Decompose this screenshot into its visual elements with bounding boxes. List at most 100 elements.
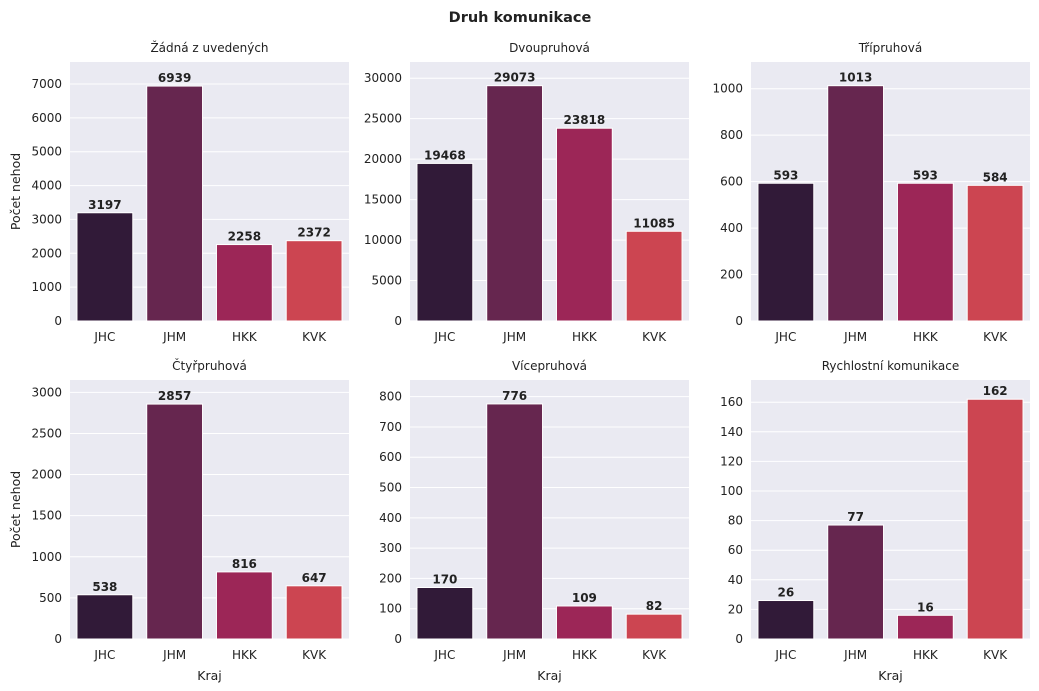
x-tick-label: KVK — [302, 330, 327, 344]
x-tick-label: HKK — [232, 330, 258, 344]
x-tick-label: JHC — [774, 648, 796, 662]
bar-jhm — [827, 85, 885, 322]
y-tick-label: 160 — [720, 395, 743, 409]
x-tick-label: KVK — [983, 648, 1008, 662]
x-axis-label: Kraj — [537, 668, 561, 683]
data-label: 2372 — [297, 226, 330, 240]
x-tick-label: KVK — [642, 648, 667, 662]
x-tick-label: JHM — [843, 648, 867, 662]
data-label: 29073 — [494, 71, 536, 85]
x-tick-label: JHM — [162, 648, 186, 662]
y-tick-label: 0 — [394, 632, 402, 646]
subplot-5: 0 100 200 300 400 500 600 700 800 170 JHC 776 JHM 109… — [379, 359, 689, 683]
bar-jhc — [757, 600, 815, 640]
x-tick-label: HKK — [232, 648, 258, 662]
subplot-title: Vícepruhová — [512, 359, 587, 373]
bar-hkk — [555, 127, 613, 322]
data-label: 584 — [983, 170, 1008, 184]
data-label: 19468 — [424, 148, 466, 162]
y-tick-label: 100 — [720, 484, 743, 498]
y-tick-label: 800 — [379, 390, 402, 404]
data-label: 16 — [917, 600, 934, 614]
y-tick-label: 40 — [728, 573, 743, 587]
bar-jhm — [146, 403, 204, 640]
subplot-title: Čtyřpruhová — [172, 358, 247, 373]
bar-jhc — [416, 587, 474, 640]
y-tick-label: 2500 — [31, 426, 62, 440]
y-tick-label: 25000 — [364, 112, 402, 126]
y-tick-label: 20 — [728, 602, 743, 616]
x-tick-label: JHC — [93, 648, 115, 662]
data-label: 82 — [646, 599, 663, 613]
x-tick-label: KVK — [302, 648, 327, 662]
data-label: 6939 — [158, 71, 191, 85]
data-label: 2857 — [158, 389, 191, 403]
data-label: 593 — [773, 168, 798, 182]
y-tick-label: 30000 — [364, 71, 402, 85]
data-label: 11085 — [633, 216, 675, 230]
x-tick-label: JHM — [162, 330, 186, 344]
data-label: 162 — [983, 384, 1008, 398]
x-axis-label: Kraj — [197, 668, 221, 683]
data-label: 3197 — [88, 198, 121, 212]
y-axis-label: Počet nehod — [8, 471, 23, 548]
bar-jhc — [757, 182, 815, 322]
data-label: 26 — [778, 586, 795, 600]
x-tick-label: KVK — [983, 330, 1008, 344]
y-tick-label: 400 — [379, 511, 402, 525]
data-label: 23818 — [564, 113, 606, 127]
x-tick-label: JHM — [843, 330, 867, 344]
subplot-4: 0 500 1000 1500 2000 2500 3000 538 JHC 2857 JHM 816… — [8, 358, 349, 683]
y-tick-label: 1000 — [31, 280, 62, 294]
bar-hkk — [555, 605, 613, 640]
y-tick-label: 4000 — [31, 179, 62, 193]
y-tick-label: 500 — [379, 481, 402, 495]
x-tick-label: JHC — [93, 330, 115, 344]
y-tick-label: 0 — [735, 314, 743, 328]
x-tick-label: HKK — [572, 648, 598, 662]
data-label: 109 — [572, 591, 597, 605]
data-label: 1013 — [839, 71, 872, 85]
subplot-title: Dvoupruhová — [509, 41, 590, 55]
y-tick-label: 700 — [379, 420, 402, 434]
y-tick-label: 600 — [720, 175, 743, 189]
bar-hkk — [215, 571, 273, 640]
y-tick-label: 3000 — [31, 212, 62, 226]
x-axis-label: Kraj — [878, 668, 902, 683]
data-label: 2258 — [228, 230, 261, 244]
figure-title: Druh komunikace — [449, 10, 592, 26]
y-tick-label: 80 — [728, 514, 743, 528]
data-label: 538 — [92, 580, 117, 594]
data-label: 77 — [847, 510, 864, 524]
data-label: 776 — [502, 389, 527, 403]
bar-kvk — [966, 184, 1024, 322]
subplot-title: Žádná z uvedených — [150, 40, 268, 55]
subplot-title: Rychlostní komunikace — [822, 359, 960, 373]
y-tick-label: 0 — [394, 314, 402, 328]
y-tick-label: 1500 — [31, 509, 62, 523]
y-axis-label: Počet nehod — [8, 153, 23, 230]
bar-jhm — [827, 524, 885, 640]
y-tick-label: 200 — [720, 268, 743, 282]
y-tick-label: 1000 — [712, 82, 743, 96]
y-tick-label: 400 — [720, 221, 743, 235]
y-tick-label: 3000 — [31, 385, 62, 399]
bar-hkk — [896, 614, 954, 640]
bar-jhc — [416, 162, 474, 322]
x-tick-label: HKK — [572, 330, 598, 344]
bar-jhm — [486, 85, 544, 322]
data-label: 647 — [302, 571, 327, 585]
y-tick-label: 6000 — [31, 111, 62, 125]
x-tick-label: JHM — [502, 648, 526, 662]
y-tick-label: 2000 — [31, 246, 62, 260]
bar-kvk — [285, 585, 343, 640]
x-tick-label: JHC — [433, 330, 455, 344]
y-tick-label: 0 — [54, 632, 62, 646]
y-tick-label: 1000 — [31, 550, 62, 564]
y-tick-label: 0 — [54, 314, 62, 328]
y-tick-label: 7000 — [31, 77, 62, 91]
subplot-3: 0 200 400 600 800 1000 593 JHC 1013 JHM 593 HKK 584 K… — [712, 41, 1030, 344]
y-tick-label: 200 — [379, 571, 402, 585]
subplot-title: Třípruhová — [858, 41, 922, 55]
